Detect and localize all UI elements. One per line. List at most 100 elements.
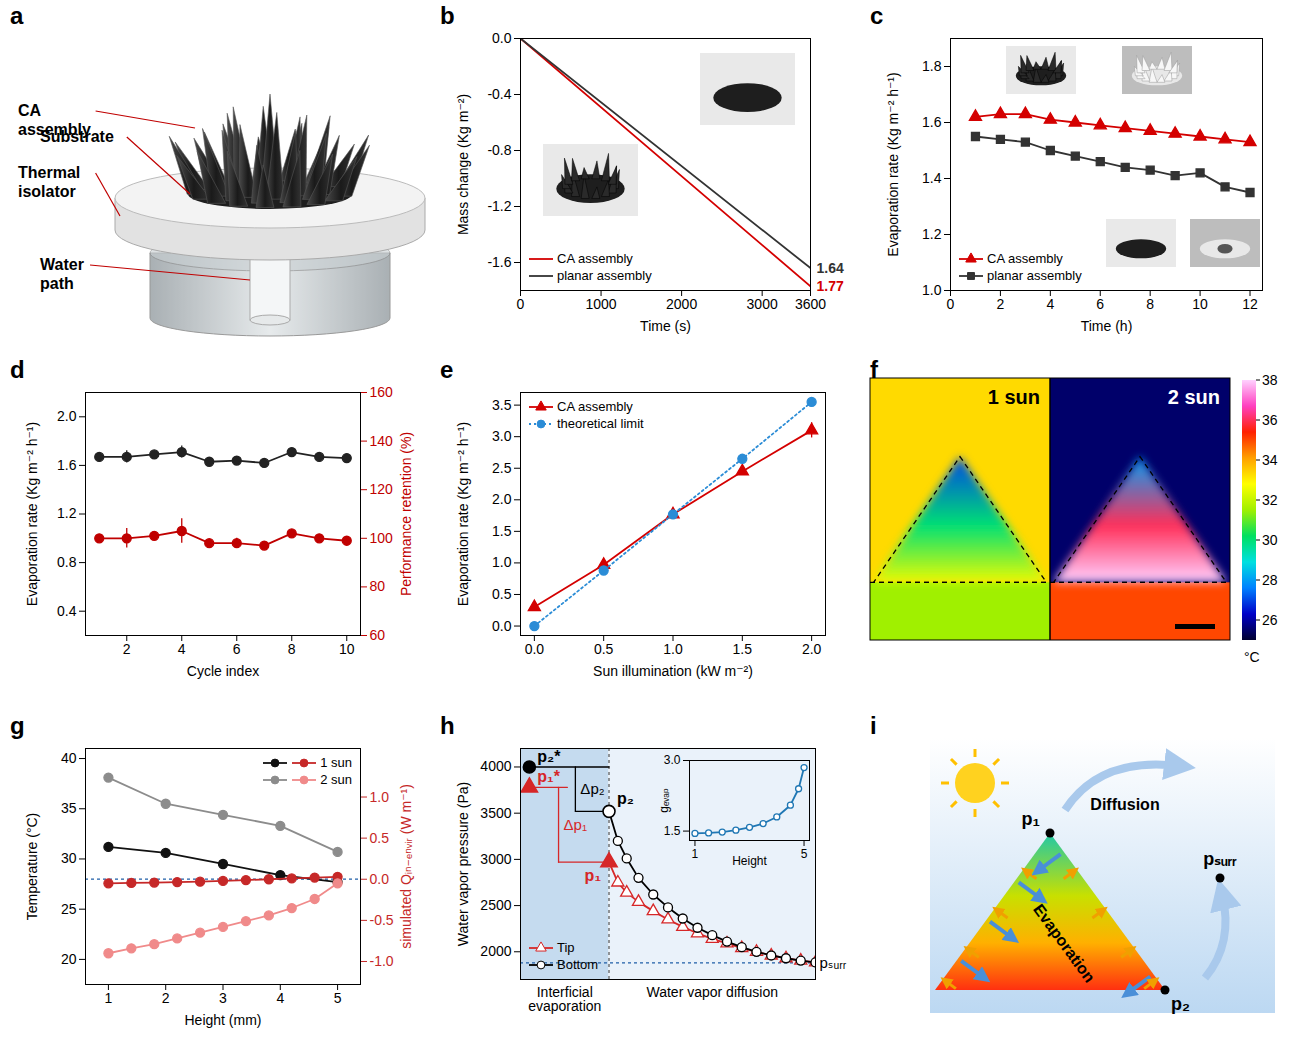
svg-text:0.5: 0.5 xyxy=(370,830,390,846)
svg-text:2 sun: 2 sun xyxy=(1168,386,1220,408)
svg-text:pₛᵤᵣᵣ: pₛᵤᵣᵣ xyxy=(820,954,847,971)
svg-text:2000: 2000 xyxy=(666,296,697,312)
svg-text:26: 26 xyxy=(1262,612,1278,628)
svg-text:140: 140 xyxy=(370,433,394,449)
svg-text:Temperature (°C): Temperature (°C) xyxy=(24,813,40,921)
svg-text:2.0: 2.0 xyxy=(492,491,512,507)
svg-text:-0.8: -0.8 xyxy=(487,142,511,158)
svg-text:2.0: 2.0 xyxy=(57,408,77,424)
svg-text:28: 28 xyxy=(1262,572,1278,588)
svg-text:3.5: 3.5 xyxy=(492,397,512,413)
svg-text:p₂: p₂ xyxy=(617,790,634,807)
svg-text:1.64: 1.64 xyxy=(817,260,844,276)
svg-text:1: 1 xyxy=(105,990,113,1006)
svg-text:Evaporation: Evaporation xyxy=(1030,901,1098,986)
svg-text:Interficialevaporation: Interficialevaporation xyxy=(528,984,601,1014)
svg-text:0: 0 xyxy=(947,296,955,312)
svg-text:4: 4 xyxy=(1046,296,1054,312)
svg-text:1.0: 1.0 xyxy=(663,641,683,657)
svg-text:0.5: 0.5 xyxy=(492,586,512,602)
svg-text:-1.0: -1.0 xyxy=(370,953,394,969)
svg-text:p₂: p₂ xyxy=(1171,994,1190,1014)
svg-text:1.5: 1.5 xyxy=(664,824,681,838)
svg-text:3.0: 3.0 xyxy=(664,753,681,767)
svg-text:2: 2 xyxy=(162,990,170,1006)
svg-text:3000: 3000 xyxy=(480,851,511,867)
svg-text:120: 120 xyxy=(370,481,394,497)
svg-text:1.5: 1.5 xyxy=(492,523,512,539)
svg-text:Waterpath: Waterpath xyxy=(40,256,84,292)
svg-text:32: 32 xyxy=(1262,492,1278,508)
svg-text:20: 20 xyxy=(61,951,77,967)
svg-text:0.0: 0.0 xyxy=(492,30,512,46)
svg-text:2000: 2000 xyxy=(480,943,511,959)
svg-text:Diffusion: Diffusion xyxy=(1090,796,1159,813)
svg-text:Thermalisolator: Thermalisolator xyxy=(18,164,80,200)
svg-text:3.0: 3.0 xyxy=(492,428,512,444)
svg-text:5: 5 xyxy=(801,847,808,861)
svg-text:Water vapor diffusion: Water vapor diffusion xyxy=(646,984,778,1000)
svg-text:40: 40 xyxy=(61,750,77,766)
svg-text:°C: °C xyxy=(1244,649,1260,665)
svg-text:2.5: 2.5 xyxy=(492,460,512,476)
svg-text:Evaporation rate (Kg m⁻² h⁻¹): Evaporation rate (Kg m⁻² h⁻¹) xyxy=(24,422,40,606)
svg-text:-0.5: -0.5 xyxy=(370,912,394,928)
svg-text:2: 2 xyxy=(123,641,131,657)
svg-text:Sun illumination (kW m⁻²): Sun illumination (kW m⁻²) xyxy=(593,663,753,679)
svg-text:p₁: p₁ xyxy=(585,867,602,884)
svg-text:p₁: p₁ xyxy=(1022,809,1040,829)
svg-text:30: 30 xyxy=(1262,532,1278,548)
svg-text:0.5: 0.5 xyxy=(594,641,614,657)
svg-text:10: 10 xyxy=(339,641,355,657)
svg-text:160: 160 xyxy=(370,384,394,400)
svg-text:Δp₁: Δp₁ xyxy=(564,816,587,833)
svg-text:Evaporation rate (Kg m⁻² h⁻¹): Evaporation rate (Kg m⁻² h⁻¹) xyxy=(455,422,471,606)
svg-text:1.4: 1.4 xyxy=(922,170,942,186)
svg-text:Time (h): Time (h) xyxy=(1081,318,1133,334)
svg-text:Mass change (Kg m⁻²): Mass change (Kg m⁻²) xyxy=(455,94,471,235)
svg-text:gₑᵥₐₚ: gₑᵥₐₚ xyxy=(657,788,671,813)
svg-text:-0.4: -0.4 xyxy=(487,86,511,102)
svg-text:1.2: 1.2 xyxy=(57,505,77,521)
svg-text:10: 10 xyxy=(1192,296,1208,312)
svg-text:2: 2 xyxy=(997,296,1005,312)
svg-text:8: 8 xyxy=(288,641,296,657)
svg-text:Water vapor pressure (Pa): Water vapor pressure (Pa) xyxy=(455,782,471,946)
svg-text:Performance retention (%): Performance retention (%) xyxy=(398,432,414,596)
svg-text:25: 25 xyxy=(61,901,77,917)
svg-text:0.8: 0.8 xyxy=(57,554,77,570)
svg-text:6: 6 xyxy=(233,641,241,657)
svg-text:1.0: 1.0 xyxy=(492,554,512,570)
svg-text:1.8: 1.8 xyxy=(922,58,942,74)
svg-text:0.0: 0.0 xyxy=(525,641,545,657)
svg-text:4: 4 xyxy=(178,641,186,657)
svg-text:5: 5 xyxy=(334,990,342,1006)
svg-text:Height: Height xyxy=(732,854,767,868)
svg-text:100: 100 xyxy=(370,530,394,546)
svg-text:p₁*: p₁* xyxy=(537,768,560,785)
svg-text:3600: 3600 xyxy=(795,296,826,312)
svg-text:36: 36 xyxy=(1262,412,1278,428)
svg-text:3500: 3500 xyxy=(480,805,511,821)
svg-text:30: 30 xyxy=(61,850,77,866)
svg-text:0.4: 0.4 xyxy=(57,603,77,619)
svg-text:1000: 1000 xyxy=(585,296,616,312)
svg-text:Evaporation rate (Kg m⁻² h⁻¹): Evaporation rate (Kg m⁻² h⁻¹) xyxy=(885,72,901,256)
svg-text:3: 3 xyxy=(219,990,227,1006)
svg-text:38: 38 xyxy=(1262,372,1278,388)
svg-text:Cycle index: Cycle index xyxy=(187,663,259,679)
svg-text:2.0: 2.0 xyxy=(802,641,822,657)
svg-text:4: 4 xyxy=(276,990,284,1006)
svg-text:Time (s): Time (s) xyxy=(640,318,691,334)
svg-text:simulated Qᵢₙ₋ₑₙᵥᵢᵣ (W m⁻¹): simulated Qᵢₙ₋ₑₙᵥᵢᵣ (W m⁻¹) xyxy=(398,784,414,949)
svg-text:0.0: 0.0 xyxy=(492,618,512,634)
svg-text:1.0: 1.0 xyxy=(370,788,390,804)
svg-text:80: 80 xyxy=(370,578,386,594)
svg-text:1.2: 1.2 xyxy=(922,226,942,242)
svg-text:3000: 3000 xyxy=(747,296,778,312)
svg-text:-1.6: -1.6 xyxy=(487,254,511,270)
svg-text:0.0: 0.0 xyxy=(370,871,390,887)
svg-text:1.5: 1.5 xyxy=(733,641,753,657)
svg-text:-1.2: -1.2 xyxy=(487,198,511,214)
svg-text:1.6: 1.6 xyxy=(57,457,77,473)
